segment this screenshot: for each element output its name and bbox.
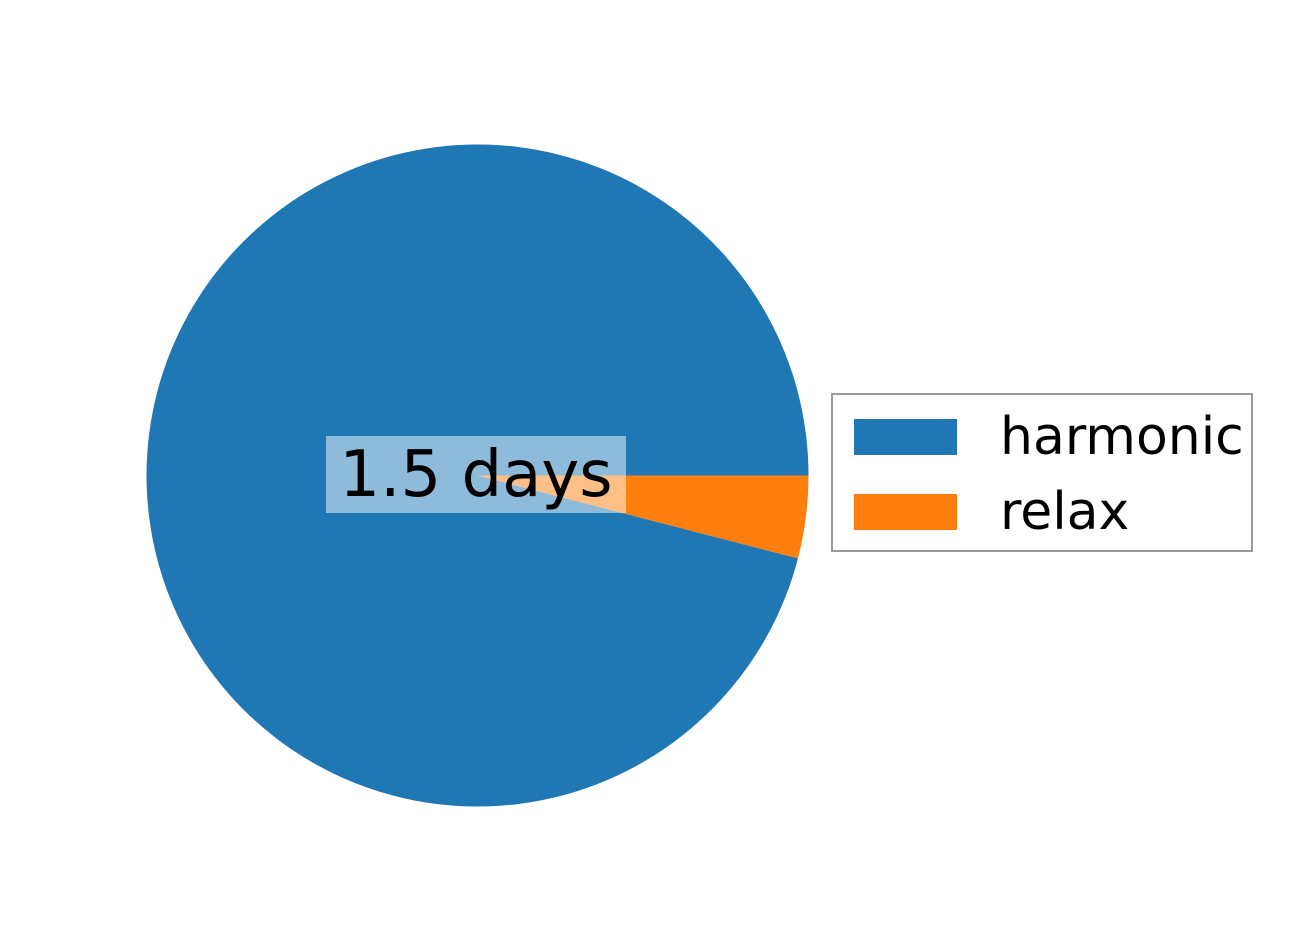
chart-legend: harmonic relax bbox=[831, 393, 1253, 552]
legend-entry-relax[interactable]: relax bbox=[833, 482, 1251, 542]
legend-swatch-relax bbox=[854, 494, 957, 530]
legend-label-relax: relax bbox=[1000, 482, 1130, 542]
pie-slice-label-harmonic: 1.5 days bbox=[326, 436, 626, 513]
legend-entry-harmonic[interactable]: harmonic bbox=[833, 407, 1251, 467]
pie-slice-label-harmonic-text: 1.5 days bbox=[339, 437, 613, 512]
legend-label-harmonic: harmonic bbox=[1000, 407, 1244, 467]
legend-swatch-harmonic bbox=[854, 419, 957, 455]
